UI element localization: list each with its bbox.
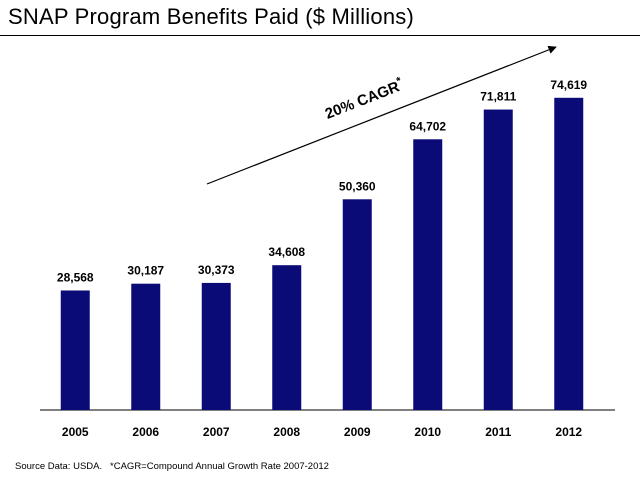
- cagr-annotation: 20% CAGR*: [322, 75, 407, 123]
- bar-2012: [554, 97, 584, 411]
- title-divider: [0, 35, 640, 36]
- x-tick-label-2008: 2008: [273, 425, 300, 439]
- cagr-trend-arrow: [206, 45, 557, 185]
- data-label-2007: 30,373: [198, 263, 235, 277]
- cagr-annotation-asterisk: *: [395, 75, 404, 88]
- bar-2011: [483, 109, 513, 410]
- data-label-2006: 30,187: [127, 264, 164, 278]
- data-label-2011: 71,811: [480, 90, 516, 104]
- x-tick-label-2010: 2010: [414, 425, 441, 439]
- x-tick-label-2005: 2005: [62, 425, 89, 439]
- bar-2007: [201, 282, 231, 410]
- data-label-2010: 64,702: [409, 119, 446, 133]
- bar-2005: [60, 290, 90, 410]
- x-tick-label-2009: 2009: [344, 425, 371, 439]
- source-footnote: Source Data: USDA. *CAGR=Compound Annual…: [15, 461, 329, 472]
- x-tick-label-2006: 2006: [132, 425, 159, 439]
- data-label-2008: 34,608: [268, 245, 305, 259]
- x-tick-label-2007: 2007: [203, 425, 230, 439]
- bar-2006: [131, 283, 161, 410]
- bar-2008: [272, 265, 302, 410]
- chart-title: SNAP Program Benefits Paid ($ Millions): [8, 4, 414, 29]
- bar-2010: [413, 139, 443, 410]
- data-label-2009: 50,360: [339, 179, 376, 193]
- x-tick-label-2012: 2012: [555, 425, 582, 439]
- data-label-2012: 74,619: [550, 78, 587, 92]
- x-tick-label-2011: 2011: [485, 425, 511, 439]
- data-label-2005: 28,568: [57, 270, 94, 284]
- bar-2009: [342, 199, 372, 410]
